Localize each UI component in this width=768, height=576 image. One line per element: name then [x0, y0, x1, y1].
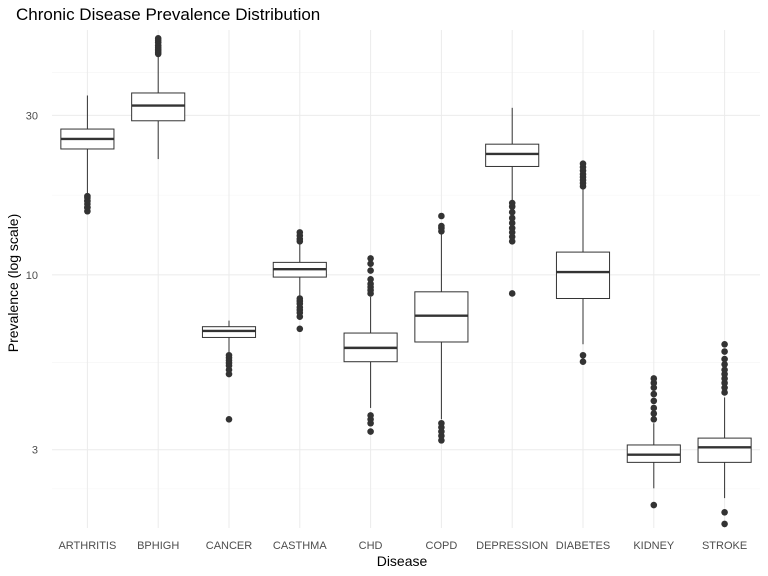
iqr-box: [131, 92, 186, 122]
outlier-point: [721, 348, 728, 355]
y-axis-title: Prevalence (log scale): [5, 214, 21, 353]
outlier-point: [296, 295, 304, 302]
x-axis-title: Disease: [377, 553, 428, 569]
x-tick-label: CASTHMA: [273, 540, 327, 552]
outlier-point: [650, 397, 658, 405]
x-tick-label: STROKE: [702, 540, 747, 552]
box-stroke: [697, 341, 752, 528]
outlier-point: [650, 415, 658, 423]
outlier-point: [367, 428, 374, 435]
outlier-point: [508, 238, 516, 245]
outlier-point: [721, 355, 728, 363]
x-tick-label: COPD: [426, 540, 458, 552]
iqr-box: [555, 251, 611, 299]
outlier-point: [296, 229, 304, 236]
outlier-point: [296, 325, 304, 333]
x-tick-label: DEPRESSION: [476, 540, 548, 552]
box-casthma: [272, 229, 327, 333]
outlier-point: [579, 160, 587, 168]
outlier-point: [650, 410, 658, 417]
outlier-point: [721, 366, 728, 374]
iqr-box: [485, 143, 540, 167]
box-kidney: [626, 375, 681, 509]
outlier-point: [579, 351, 587, 359]
x-tick-label: CHD: [359, 540, 383, 552]
outlier-point: [650, 379, 658, 387]
box-depression: [485, 107, 540, 297]
outlier-point: [84, 204, 91, 211]
tick-labels: 3 10 30 ARTHRITIS BPHIGH CANCER CASTHMA CHD COPD…: [26, 110, 747, 552]
outlier-point: [508, 199, 516, 207]
outlier-point: [84, 197, 91, 205]
outlier-point: [650, 375, 658, 382]
outlier-point: [508, 290, 516, 297]
y-tick-label: 3: [32, 445, 38, 457]
outlier-point: [508, 224, 516, 232]
outlier-point: [367, 276, 374, 283]
box-arthritis: [60, 95, 115, 215]
outlier-point: [84, 192, 91, 200]
outlier-point: [721, 361, 728, 368]
outlier-point: [154, 35, 162, 42]
x-tick-label: ARTHRITIS: [58, 540, 116, 552]
iqr-box: [697, 437, 752, 463]
outlier-point: [438, 419, 445, 427]
outlier-point: [438, 212, 445, 220]
chart-title: Chronic Disease Prevalence Distribution: [16, 5, 320, 24]
outlier-point: [721, 379, 728, 387]
outlier-point: [508, 214, 516, 222]
outlier-point: [508, 208, 516, 216]
y-tick-label: 30: [26, 110, 38, 122]
outlier-point: [650, 390, 658, 398]
outlier-point: [225, 415, 233, 423]
x-tick-label: BPHIGH: [137, 540, 179, 552]
outlier-point: [367, 280, 374, 288]
box-bphigh: [131, 35, 186, 160]
outlier-point: [579, 358, 587, 366]
box-copd: [414, 212, 469, 444]
box-cancer: [201, 320, 257, 423]
outlier-point: [721, 508, 728, 516]
outlier-point: [438, 222, 445, 230]
box-chd: [343, 255, 398, 435]
x-tick-label: CANCER: [206, 540, 253, 552]
outlier-point: [367, 267, 374, 274]
y-tick-label: 10: [26, 270, 38, 282]
outlier-point: [650, 384, 658, 391]
outlier-point: [508, 219, 516, 227]
box-diabetes: [555, 160, 611, 366]
outlier-point: [650, 501, 658, 509]
outlier-point: [650, 404, 658, 412]
outlier-point: [367, 260, 374, 268]
outlier-point: [367, 255, 374, 262]
outlier-point: [367, 412, 374, 419]
outlier-point: [721, 520, 728, 528]
outlier-point: [721, 341, 728, 348]
outlier-point: [225, 351, 233, 359]
outlier-point: [721, 389, 728, 396]
box-series: [60, 35, 752, 528]
x-tick-label: KIDNEY: [633, 540, 675, 552]
outlier-point: [721, 384, 728, 391]
x-tick-label: DIABETES: [556, 540, 610, 552]
